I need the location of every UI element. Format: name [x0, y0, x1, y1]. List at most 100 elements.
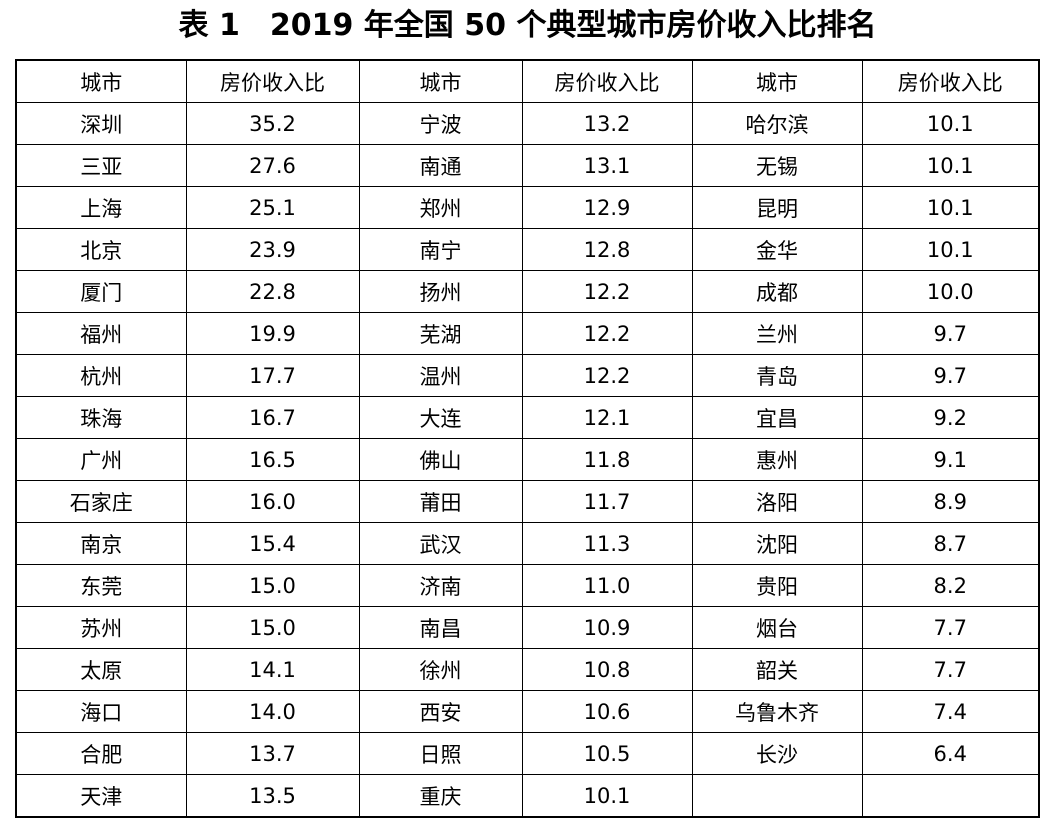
city-cell: 贵阳 — [691, 564, 863, 607]
header-ratio-3: 房价收入比 — [861, 59, 1040, 103]
city-cell: 长沙 — [691, 732, 863, 775]
table-row: 海口 14.0 西安 10.6 乌鲁木齐 7.4 — [15, 690, 1040, 733]
header-ratio-2: 房价收入比 — [521, 59, 693, 103]
ratio-cell: 10.6 — [521, 690, 693, 733]
ratio-cell: 15.4 — [185, 522, 360, 565]
ratio-cell: 10.1 — [861, 228, 1040, 271]
city-cell: 莆田 — [358, 480, 523, 523]
ratio-cell: 13.2 — [521, 102, 693, 145]
city-cell: 石家庄 — [15, 480, 187, 523]
city-cell: 南通 — [358, 144, 523, 187]
city-cell: 福州 — [15, 312, 187, 355]
ratio-cell: 27.6 — [185, 144, 360, 187]
city-cell: 扬州 — [358, 270, 523, 313]
header-row: 城市 房价收入比 城市 房价收入比 城市 房价收入比 — [15, 59, 1040, 103]
ratio-cell: 11.0 — [521, 564, 693, 607]
city-cell — [691, 774, 863, 818]
city-cell: 南宁 — [358, 228, 523, 271]
city-cell: 大连 — [358, 396, 523, 439]
table-body: 深圳 35.2 宁波 13.2 哈尔滨 10.1 三亚 27.6 南通 13.1 无锡 10.1 上海 2… — [15, 102, 1040, 818]
ratio-cell: 12.8 — [521, 228, 693, 271]
city-cell: 武汉 — [358, 522, 523, 565]
city-cell: 南昌 — [358, 606, 523, 649]
city-cell: 东莞 — [15, 564, 187, 607]
city-cell: 昆明 — [691, 186, 863, 229]
city-cell: 沈阳 — [691, 522, 863, 565]
city-cell: 韶关 — [691, 648, 863, 691]
city-cell: 日照 — [358, 732, 523, 775]
city-cell: 洛阳 — [691, 480, 863, 523]
ratio-cell: 13.7 — [185, 732, 360, 775]
ratio-cell: 12.9 — [521, 186, 693, 229]
city-cell: 郑州 — [358, 186, 523, 229]
city-cell: 兰州 — [691, 312, 863, 355]
ratio-cell: 16.0 — [185, 480, 360, 523]
header-ratio-1: 房价收入比 — [185, 59, 360, 103]
ratio-cell: 15.0 — [185, 606, 360, 649]
ratio-cell: 23.9 — [185, 228, 360, 271]
ratio-cell: 8.2 — [861, 564, 1040, 607]
table-row: 深圳 35.2 宁波 13.2 哈尔滨 10.1 — [15, 102, 1040, 145]
table-row: 北京 23.9 南宁 12.8 金华 10.1 — [15, 228, 1040, 271]
city-cell: 太原 — [15, 648, 187, 691]
ratio-cell: 7.4 — [861, 690, 1040, 733]
city-cell: 惠州 — [691, 438, 863, 481]
table-row: 珠海 16.7 大连 12.1 宜昌 9.2 — [15, 396, 1040, 439]
table-caption: 表 1 2019 年全国 50 个典型城市房价收入比排名 — [178, 8, 877, 43]
city-cell: 佛山 — [358, 438, 523, 481]
ratio-cell: 15.0 — [185, 564, 360, 607]
table-row: 合肥 13.7 日照 10.5 长沙 6.4 — [15, 732, 1040, 775]
ratio-cell: 7.7 — [861, 648, 1040, 691]
ratio-cell: 7.7 — [861, 606, 1040, 649]
ratio-cell: 9.1 — [861, 438, 1040, 481]
table-row: 杭州 17.7 温州 12.2 青岛 9.7 — [15, 354, 1040, 397]
city-cell: 厦门 — [15, 270, 187, 313]
city-cell: 西安 — [358, 690, 523, 733]
table-row: 广州 16.5 佛山 11.8 惠州 9.1 — [15, 438, 1040, 481]
ratio-cell: 10.1 — [861, 186, 1040, 229]
ratio-cell: 14.1 — [185, 648, 360, 691]
city-cell: 合肥 — [15, 732, 187, 775]
ratio-cell: 16.7 — [185, 396, 360, 439]
city-cell: 海口 — [15, 690, 187, 733]
table-row: 东莞 15.0 济南 11.0 贵阳 8.2 — [15, 564, 1040, 607]
city-cell: 上海 — [15, 186, 187, 229]
ratio-cell: 10.1 — [861, 144, 1040, 187]
ratio-cell: 9.2 — [861, 396, 1040, 439]
table-header: 城市 房价收入比 城市 房价收入比 城市 房价收入比 — [15, 59, 1040, 103]
ratio-cell: 14.0 — [185, 690, 360, 733]
ratio-cell: 12.2 — [521, 270, 693, 313]
ratio-cell: 22.8 — [185, 270, 360, 313]
table-row: 苏州 15.0 南昌 10.9 烟台 7.7 — [15, 606, 1040, 649]
ratio-cell: 12.2 — [521, 354, 693, 397]
table-row: 南京 15.4 武汉 11.3 沈阳 8.7 — [15, 522, 1040, 565]
city-cell: 青岛 — [691, 354, 863, 397]
header-city-3: 城市 — [691, 59, 863, 103]
table-row: 石家庄 16.0 莆田 11.7 洛阳 8.9 — [15, 480, 1040, 523]
city-cell: 天津 — [15, 774, 187, 818]
ratio-cell: 9.7 — [861, 354, 1040, 397]
city-cell: 温州 — [358, 354, 523, 397]
ratio-cell: 16.5 — [185, 438, 360, 481]
city-cell: 乌鲁木齐 — [691, 690, 863, 733]
ratio-cell — [861, 774, 1040, 818]
ratio-cell: 10.5 — [521, 732, 693, 775]
ratio-cell: 17.7 — [185, 354, 360, 397]
ratio-cell: 25.1 — [185, 186, 360, 229]
ratio-cell: 12.1 — [521, 396, 693, 439]
table-row: 天津 13.5 重庆 10.1 — [15, 774, 1040, 818]
table-row: 太原 14.1 徐州 10.8 韶关 7.7 — [15, 648, 1040, 691]
ratio-cell: 13.1 — [521, 144, 693, 187]
city-cell: 烟台 — [691, 606, 863, 649]
table-row: 三亚 27.6 南通 13.1 无锡 10.1 — [15, 144, 1040, 187]
ratio-cell: 10.0 — [861, 270, 1040, 313]
city-cell: 芜湖 — [358, 312, 523, 355]
city-cell: 三亚 — [15, 144, 187, 187]
housing-price-income-ratio-table: 城市 房价收入比 城市 房价收入比 城市 房价收入比 深圳 35.2 宁波 13.2 哈… — [15, 59, 1040, 818]
city-cell: 重庆 — [358, 774, 523, 818]
table-row: 厦门 22.8 扬州 12.2 成都 10.0 — [15, 270, 1040, 313]
city-cell: 广州 — [15, 438, 187, 481]
ratio-cell: 13.5 — [185, 774, 360, 818]
ratio-cell: 11.8 — [521, 438, 693, 481]
table-row: 福州 19.9 芜湖 12.2 兰州 9.7 — [15, 312, 1040, 355]
